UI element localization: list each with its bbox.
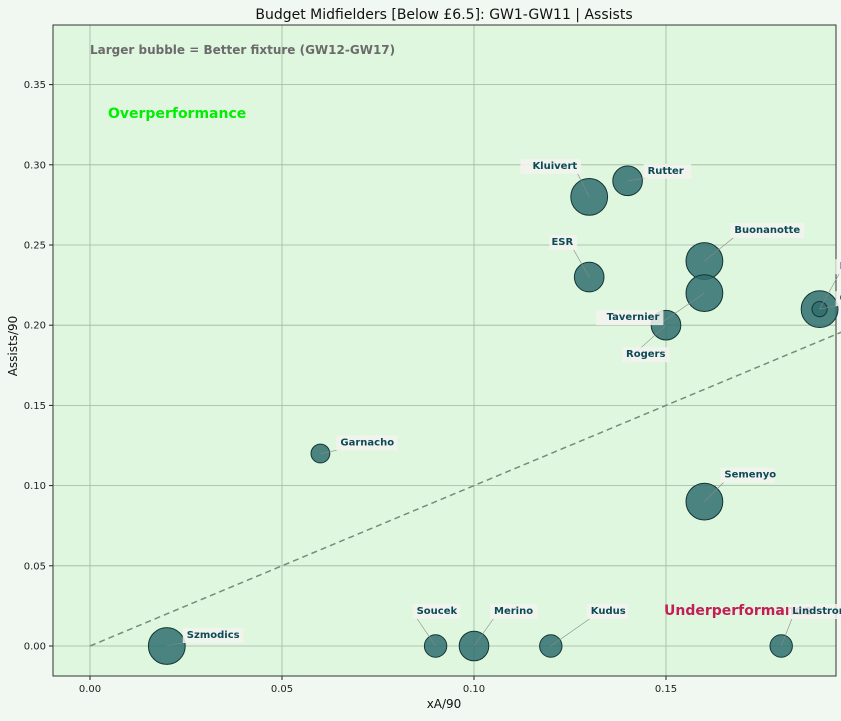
point-label-rutter: Rutter — [648, 166, 684, 177]
label-box — [720, 467, 775, 483]
point-label-esr: ESR — [551, 237, 573, 248]
label-box — [336, 435, 398, 451]
label-box — [643, 163, 692, 179]
point-label-garnacho: Garnacho — [340, 438, 394, 449]
y-tick-label: 0.00 — [24, 642, 46, 653]
point-label-szmodics: Szmodics — [187, 630, 240, 641]
point-label-merino: Merino — [494, 606, 533, 617]
label-box — [549, 235, 578, 251]
label-box — [730, 223, 805, 239]
y-tick-label: 0.10 — [24, 481, 46, 492]
label-leader — [416, 617, 436, 647]
label-box — [412, 604, 461, 619]
point-label-semenyo: Semenyo — [724, 470, 776, 481]
x-tick-label: 0.05 — [271, 684, 293, 695]
label-box — [490, 604, 538, 619]
point-label-buonanotte: Buonanotte — [734, 225, 800, 236]
y-tick-label: 0.35 — [24, 80, 46, 91]
y-tick-label: 0.20 — [24, 321, 46, 332]
point-label-kluivert: Kluivert — [532, 161, 577, 172]
point-label-ouattara: Ouattara — [840, 293, 841, 304]
point-label-lindstrom: Lindstrom — [792, 606, 841, 617]
label-leader — [659, 292, 705, 325]
plot-background — [53, 25, 836, 676]
label-leader — [704, 236, 735, 262]
x-tick-label: 0.15 — [655, 684, 677, 695]
plot-frame — [52, 24, 837, 677]
label-box — [835, 291, 841, 307]
label-leader — [819, 273, 840, 310]
point-label-rogers: Rogers — [626, 349, 665, 360]
underperformance-label: Underperformance — [664, 603, 813, 619]
point-label-soucek: Soucek — [417, 606, 458, 617]
label-box — [596, 310, 664, 326]
y-tick-label: 0.30 — [24, 160, 46, 171]
x-tick-label: 0.00 — [79, 684, 101, 695]
y-tick-label: 0.15 — [24, 401, 46, 412]
point-label-kudus: Kudus — [591, 606, 626, 617]
label-box — [835, 259, 841, 275]
point-label-kulusevski: Kulusevski — [840, 261, 841, 272]
bubble-size-note: Larger bubble = Better fixture (GW12-GW1… — [90, 43, 395, 57]
label-leader — [780, 617, 793, 647]
chart-title: Budget Midfielders [Below £6.5]: GW1-GW1… — [255, 7, 632, 23]
label-box — [788, 604, 841, 619]
label-box — [520, 158, 582, 174]
x-axis-label: xA/90 — [427, 697, 462, 711]
y-tick-label: 0.25 — [24, 241, 46, 252]
label-leader — [473, 617, 495, 647]
label-leader — [550, 617, 591, 647]
y-tick-label: 0.05 — [24, 561, 46, 572]
overperformance-label: Overperformance — [108, 106, 246, 122]
y-axis-label: Assists/90 — [6, 316, 20, 377]
bubble-esr[interactable] — [573, 261, 605, 293]
label-box — [622, 347, 670, 363]
label-box — [586, 604, 628, 619]
label-leader — [576, 172, 590, 198]
plot-area: 0.00 0.05 0.10 0.15 0.20 0.25 0.30 0.35 0.00 0.05… — [24, 24, 841, 695]
label-leader — [572, 248, 590, 278]
point-label-tavernier: Tavernier — [607, 312, 660, 323]
label-box — [182, 628, 244, 643]
x-tick-label: 0.10 — [463, 684, 485, 695]
label-leader — [704, 481, 725, 502]
